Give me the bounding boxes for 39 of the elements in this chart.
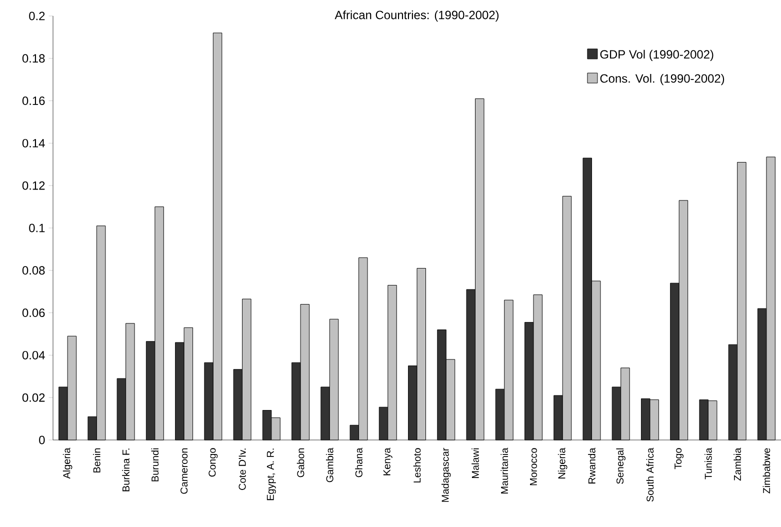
x-tick-label: Togo	[674, 448, 684, 470]
x-tick-label: Tunisia	[704, 448, 712, 480]
x-tick-label: South Africa	[646, 448, 654, 502]
legend-label: Cons. Vol. (1990-2002)	[600, 74, 724, 86]
x-tick-label: Mauritania	[500, 448, 508, 494]
x-tick-label: Senegal	[616, 448, 626, 484]
y-tick-label: 0.04	[22, 350, 45, 360]
x-tick-label: Egypt, A. R.	[266, 448, 276, 500]
x-tick-label: Zambia	[734, 448, 741, 481]
x-tick-label: Cameroon	[180, 448, 188, 494]
x-tick-label: Gambia	[326, 448, 334, 482]
y-tick-label: 0.02	[22, 393, 45, 402]
y-tick-label: 0.12	[22, 181, 45, 190]
x-tick-label: Nigeria	[558, 448, 568, 479]
x-tick-label: Zimbabwe	[762, 448, 770, 494]
x-tick-label: Malawi	[472, 448, 479, 478]
x-tick-label: Congo	[208, 448, 218, 477]
y-tick-label: 0.2	[29, 12, 45, 20]
x-tick-label: Rwanda	[588, 448, 596, 484]
x-tick-label: Burkina F.	[122, 448, 130, 492]
chart-title: African Countries: (1990-2002)	[334, 10, 499, 22]
x-tick-label: Algeria	[62, 448, 72, 479]
x-tick-label: Cote D'Iv.	[238, 448, 246, 490]
y-tick-label: 0.18	[22, 54, 45, 63]
y-tick-label: 0.1	[29, 224, 45, 232]
x-tick-label: Morocco	[530, 448, 537, 486]
y-tick-label: 0	[39, 436, 45, 444]
y-tick-label: 0.14	[22, 138, 45, 148]
x-tick-label: Ghana	[355, 448, 362, 478]
y-tick-label: 0.06	[22, 308, 45, 318]
x-tick-label: Leshoto	[413, 448, 421, 482]
x-tick-label: Burundi	[151, 448, 159, 482]
x-tick-label: Kenya	[383, 448, 392, 476]
y-tick-label: 0.08	[22, 266, 45, 275]
x-tick-label: Madagascar	[441, 448, 451, 502]
legend-label: GDP Vol (1990-2002)	[600, 50, 714, 61]
x-tick-label: Gabon	[296, 448, 304, 478]
x-tick-label: Benin	[93, 448, 100, 472]
y-tick-label: 0.16	[22, 96, 45, 106]
